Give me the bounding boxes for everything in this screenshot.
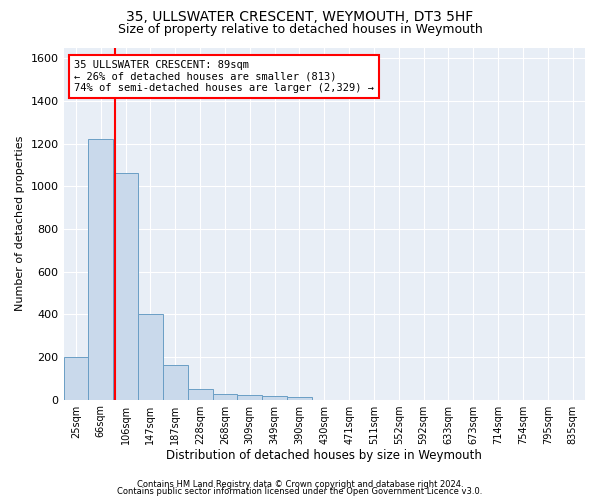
Text: 35 ULLSWATER CRESCENT: 89sqm
← 26% of detached houses are smaller (813)
74% of s: 35 ULLSWATER CRESCENT: 89sqm ← 26% of de… (74, 60, 374, 93)
Bar (163, 366, 188, 400)
Text: 35, ULLSWATER CRESCENT, WEYMOUTH, DT3 5HF: 35, ULLSWATER CRESCENT, WEYMOUTH, DT3 5H… (127, 10, 473, 24)
Bar (113, 174, 138, 400)
Bar (212, 394, 238, 400)
Bar (88, 140, 113, 400)
Bar (287, 398, 312, 400)
Bar (188, 389, 212, 400)
Y-axis label: Number of detached properties: Number of detached properties (15, 136, 25, 311)
Text: Contains HM Land Registry data © Crown copyright and database right 2024.: Contains HM Land Registry data © Crown c… (137, 480, 463, 489)
Bar (262, 396, 287, 400)
Text: Size of property relative to detached houses in Weymouth: Size of property relative to detached ho… (118, 22, 482, 36)
Bar (138, 314, 163, 400)
Bar (64, 357, 88, 400)
Bar (238, 396, 262, 400)
Text: Contains public sector information licensed under the Open Government Licence v3: Contains public sector information licen… (118, 487, 482, 496)
X-axis label: Distribution of detached houses by size in Weymouth: Distribution of detached houses by size … (166, 450, 482, 462)
